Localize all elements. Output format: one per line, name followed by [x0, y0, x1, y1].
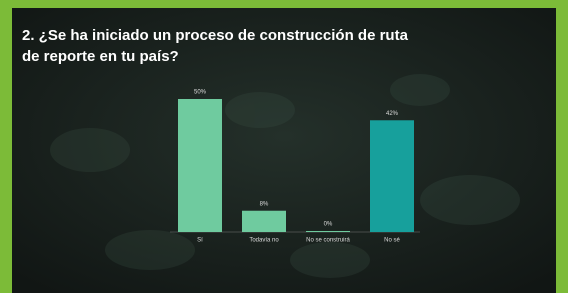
x-tick-label: No sé	[384, 238, 400, 244]
value-label: 42%	[386, 111, 399, 117]
x-tick-label: Sí	[197, 238, 203, 244]
x-tick-label: Todavía no	[249, 238, 279, 244]
slide: 2. ¿Se ha iniciado un proceso de constru…	[0, 0, 568, 293]
bar	[242, 211, 286, 232]
bar	[370, 120, 414, 232]
value-label: 0%	[324, 222, 333, 228]
value-label: 8%	[260, 201, 269, 207]
bar	[306, 231, 350, 232]
value-label: 50%	[194, 90, 207, 96]
x-tick-label: No se construirá	[306, 238, 350, 244]
bar	[178, 99, 222, 232]
